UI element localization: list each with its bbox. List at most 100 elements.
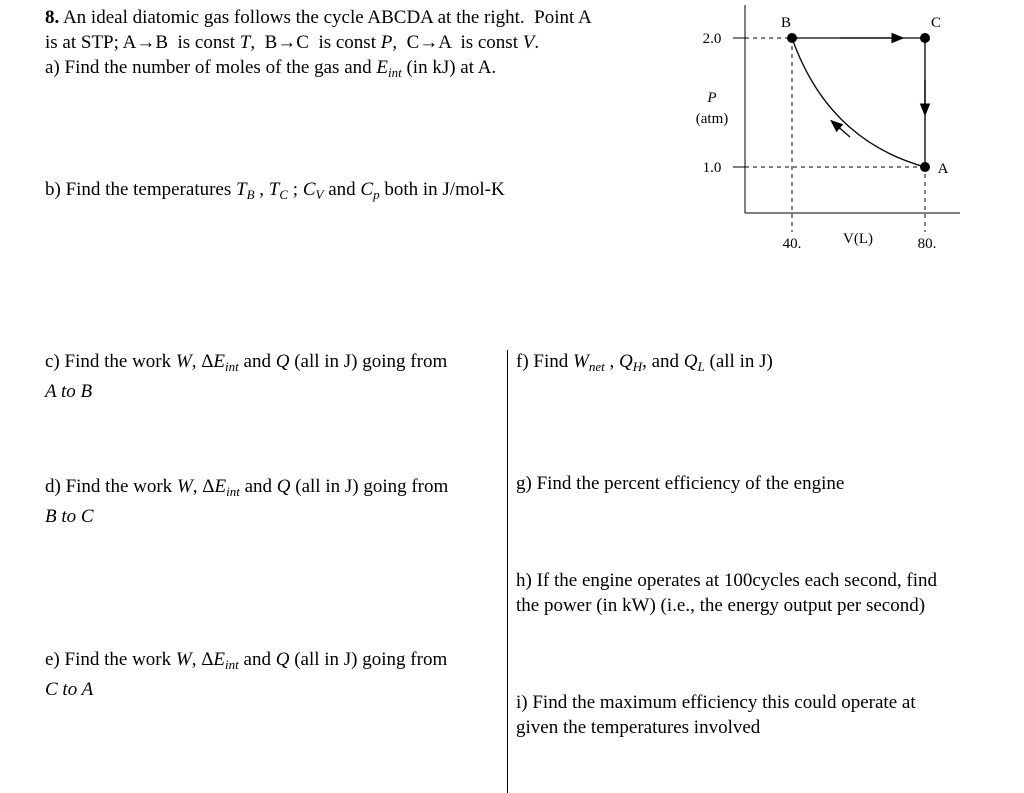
label: e) (45, 649, 60, 670)
text: Q (618, 351, 633, 372)
text: net (588, 359, 605, 374)
text: C to A (45, 679, 94, 700)
text: T (236, 179, 247, 200)
text: Find the work (64, 649, 176, 670)
part-d: d) Find the work W, ΔEint and Q (all in … (45, 474, 448, 529)
text: L (697, 359, 705, 374)
label: g) (516, 473, 532, 494)
text: T (239, 32, 251, 53)
text: W (175, 649, 192, 670)
text: int (225, 359, 239, 374)
text: int (387, 65, 402, 80)
y-axis-label: P (706, 90, 716, 106)
problem-number: 8. (45, 7, 60, 28)
text: W (175, 351, 192, 372)
text: int (226, 484, 240, 499)
text: Find the work (64, 351, 176, 372)
label: f) (516, 351, 529, 372)
text: E (376, 57, 388, 78)
text: B (246, 187, 255, 202)
text: C (360, 179, 374, 200)
part-f: f) Find Wnet , QH, and QL (all in J) (516, 349, 773, 379)
text: ; (288, 179, 303, 200)
text: An ideal diatomic gas follows the cycle … (62, 7, 592, 28)
text: P (380, 32, 393, 53)
x-tick-label: 80. (918, 236, 937, 252)
label: a) (45, 57, 60, 78)
text: Find the number of moles of the gas and (64, 57, 377, 78)
text: , (604, 351, 619, 372)
text: E (213, 351, 226, 372)
text: and (323, 179, 361, 200)
text: Find the temperatures (65, 179, 237, 200)
text: . (534, 32, 540, 53)
point (787, 33, 797, 43)
path-ab (791, 37, 926, 168)
text: int (225, 657, 239, 672)
part-a: a) Find the number of moles of the gas a… (45, 55, 496, 85)
point-label: C (931, 15, 941, 31)
y-axis-unit: (atm) (696, 111, 728, 127)
text: Q (275, 649, 290, 670)
text: , (254, 179, 269, 200)
text: , Δ (192, 476, 215, 497)
text: Find the percent efficiency of the engin… (536, 473, 845, 494)
text: (all in J) going from (289, 351, 448, 372)
pv-diagram: B C A 2.0 1.0 P (atm) 40. 80. V(L) (696, 5, 960, 252)
text: p (373, 187, 380, 202)
point-label: B (781, 15, 791, 31)
text: E (214, 476, 227, 497)
text: V (522, 32, 535, 53)
y-tick-label: 2.0 (703, 31, 722, 47)
part-i: i) Find the maximum efficiency this coul… (516, 690, 916, 740)
text: and (238, 351, 276, 372)
part-b: b) Find the temperatures TB , TC ; CV an… (45, 177, 505, 207)
text: C (279, 187, 289, 202)
text: (in kJ) at A. (401, 57, 497, 78)
text: W (573, 351, 589, 372)
text: (all in J) going from (289, 649, 448, 670)
part-e: e) Find the work W, ΔEint and Q (all in … (45, 647, 447, 702)
part-h: h) If the engine operates at 100cycles e… (516, 568, 937, 618)
text: is at STP; A→B is const (45, 32, 240, 53)
text: Q (275, 351, 290, 372)
text: Q (683, 351, 698, 372)
label: b) (45, 179, 61, 200)
text: C (302, 179, 316, 200)
intro: 8. An ideal diatomic gas follows the cyc… (45, 5, 592, 55)
cycle (791, 32, 931, 168)
text: , Δ (191, 649, 214, 670)
text: H (632, 359, 643, 374)
text: If the engine operates at 100cycles each… (536, 570, 937, 591)
text: T (268, 179, 280, 200)
text: and (239, 476, 277, 497)
point (920, 33, 930, 43)
text: Q (276, 476, 291, 497)
divider (507, 350, 508, 793)
text: E (213, 649, 226, 670)
y-tick-label: 1.0 (703, 160, 722, 176)
text: and (238, 649, 276, 670)
text: the power (in kW) (i.e., the energy outp… (516, 595, 926, 616)
text: B to C (45, 506, 94, 527)
text: (all in J) going from (290, 476, 449, 497)
label: d) (45, 476, 61, 497)
axes (733, 5, 960, 214)
text: given the temperatures involved (516, 717, 761, 738)
guides (745, 37, 926, 232)
arrow (830, 119, 851, 138)
point-label: A (938, 161, 949, 177)
part-c: c) Find the work W, ΔEint and Q (all in … (45, 349, 447, 404)
text: both in J/mol-K (379, 179, 505, 200)
text: A to B (45, 381, 93, 402)
label: h) (516, 570, 532, 591)
label: i) (516, 692, 528, 713)
text: Find the work (65, 476, 177, 497)
text: , and (642, 351, 684, 372)
x-tick-label: 40. (783, 236, 802, 252)
label: c) (45, 351, 60, 372)
text: Find (533, 351, 574, 372)
text: W (176, 476, 193, 497)
text: , C→A is const (392, 32, 523, 53)
